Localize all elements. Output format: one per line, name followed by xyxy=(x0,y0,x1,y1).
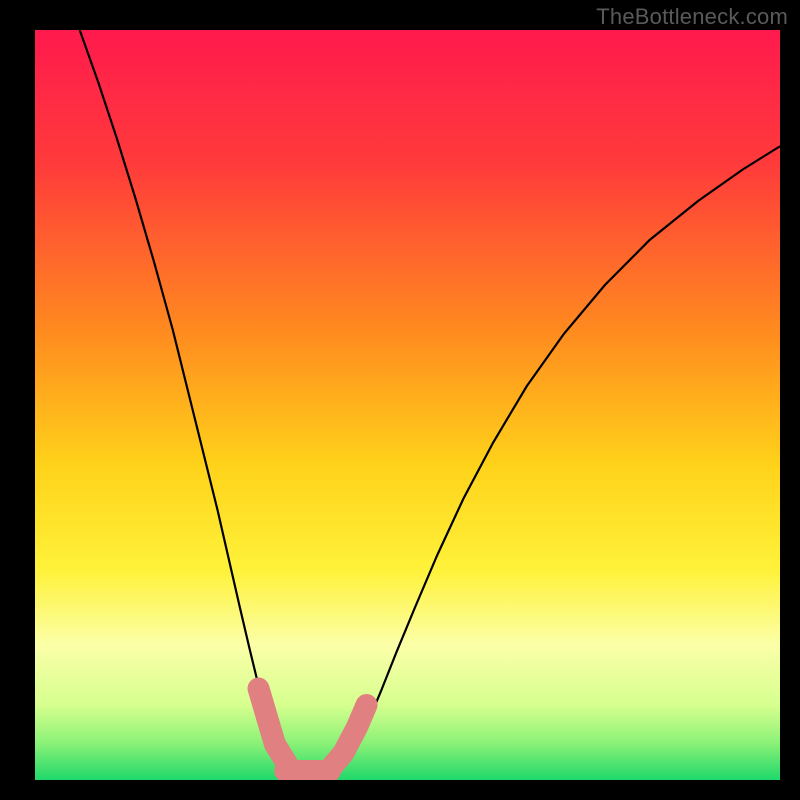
bottleneck-chart xyxy=(0,0,800,800)
watermark-text: TheBottleneck.com xyxy=(596,4,788,30)
chart-background xyxy=(35,30,780,780)
chart-svg xyxy=(0,0,800,800)
